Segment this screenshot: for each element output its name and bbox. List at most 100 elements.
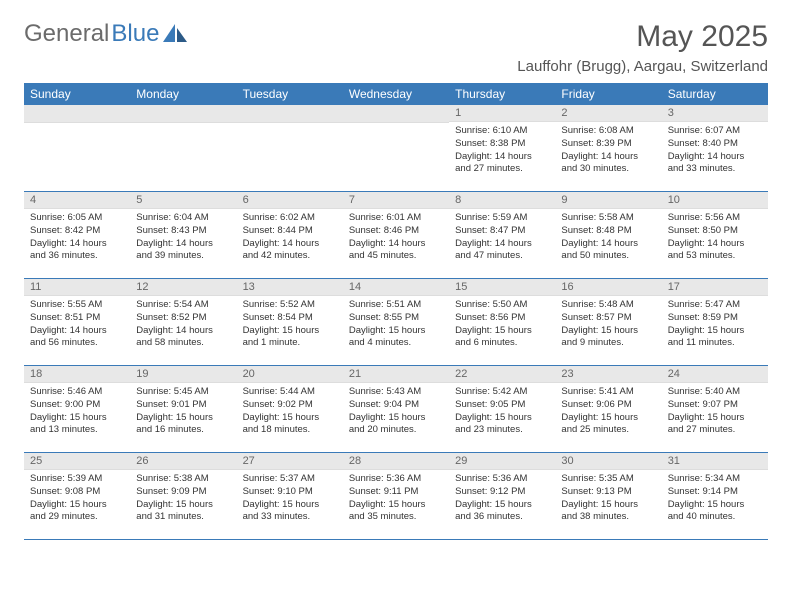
day-content: Sunrise: 5:38 AMSunset: 9:09 PMDaylight:… — [130, 470, 236, 528]
day-content: Sunrise: 5:46 AMSunset: 9:00 PMDaylight:… — [24, 383, 130, 441]
calendar-day-cell: 19Sunrise: 5:45 AMSunset: 9:01 PMDayligh… — [130, 366, 236, 453]
day-number: 29 — [449, 453, 555, 470]
day-number: 19 — [130, 366, 236, 383]
day-content: Sunrise: 5:52 AMSunset: 8:54 PMDaylight:… — [237, 296, 343, 354]
header: GeneralBlue May 2025 Lauffohr (Brugg), A… — [24, 20, 768, 75]
day-content: Sunrise: 5:40 AMSunset: 9:07 PMDaylight:… — [662, 383, 768, 441]
day-number — [343, 105, 449, 123]
calendar-day-cell: 10Sunrise: 5:56 AMSunset: 8:50 PMDayligh… — [662, 192, 768, 279]
day-number — [24, 105, 130, 123]
day-number: 21 — [343, 366, 449, 383]
calendar-day-cell: 13Sunrise: 5:52 AMSunset: 8:54 PMDayligh… — [237, 279, 343, 366]
day-number: 11 — [24, 279, 130, 296]
day-number: 7 — [343, 192, 449, 209]
day-content: Sunrise: 5:55 AMSunset: 8:51 PMDaylight:… — [24, 296, 130, 354]
day-number: 5 — [130, 192, 236, 209]
day-content: Sunrise: 5:47 AMSunset: 8:59 PMDaylight:… — [662, 296, 768, 354]
logo-text-gray: General — [24, 20, 109, 48]
calendar-week-row: 4Sunrise: 6:05 AMSunset: 8:42 PMDaylight… — [24, 192, 768, 279]
day-number: 8 — [449, 192, 555, 209]
calendar-header-row: SundayMondayTuesdayWednesdayThursdayFrid… — [24, 83, 768, 105]
day-number: 22 — [449, 366, 555, 383]
day-number: 24 — [662, 366, 768, 383]
day-number: 3 — [662, 105, 768, 122]
calendar-day-cell: 2Sunrise: 6:08 AMSunset: 8:39 PMDaylight… — [555, 105, 661, 192]
calendar-day-cell — [343, 105, 449, 192]
day-number: 17 — [662, 279, 768, 296]
calendar-day-cell: 26Sunrise: 5:38 AMSunset: 9:09 PMDayligh… — [130, 453, 236, 540]
day-number: 13 — [237, 279, 343, 296]
day-header: Monday — [130, 83, 236, 105]
calendar-day-cell: 23Sunrise: 5:41 AMSunset: 9:06 PMDayligh… — [555, 366, 661, 453]
day-number: 14 — [343, 279, 449, 296]
day-content: Sunrise: 5:34 AMSunset: 9:14 PMDaylight:… — [662, 470, 768, 528]
location: Lauffohr (Brugg), Aargau, Switzerland — [517, 58, 768, 75]
day-number: 9 — [555, 192, 661, 209]
calendar-week-row: 25Sunrise: 5:39 AMSunset: 9:08 PMDayligh… — [24, 453, 768, 540]
day-content: Sunrise: 5:43 AMSunset: 9:04 PMDaylight:… — [343, 383, 449, 441]
calendar-day-cell: 11Sunrise: 5:55 AMSunset: 8:51 PMDayligh… — [24, 279, 130, 366]
calendar-day-cell: 1Sunrise: 6:10 AMSunset: 8:38 PMDaylight… — [449, 105, 555, 192]
day-header: Thursday — [449, 83, 555, 105]
day-number: 26 — [130, 453, 236, 470]
day-number — [237, 105, 343, 123]
calendar-day-cell: 24Sunrise: 5:40 AMSunset: 9:07 PMDayligh… — [662, 366, 768, 453]
day-number: 10 — [662, 192, 768, 209]
calendar-day-cell: 3Sunrise: 6:07 AMSunset: 8:40 PMDaylight… — [662, 105, 768, 192]
day-number: 27 — [237, 453, 343, 470]
calendar-day-cell: 9Sunrise: 5:58 AMSunset: 8:48 PMDaylight… — [555, 192, 661, 279]
day-number: 31 — [662, 453, 768, 470]
calendar-day-cell: 4Sunrise: 6:05 AMSunset: 8:42 PMDaylight… — [24, 192, 130, 279]
day-number: 18 — [24, 366, 130, 383]
day-content: Sunrise: 5:36 AMSunset: 9:12 PMDaylight:… — [449, 470, 555, 528]
day-content: Sunrise: 5:37 AMSunset: 9:10 PMDaylight:… — [237, 470, 343, 528]
calendar-day-cell: 14Sunrise: 5:51 AMSunset: 8:55 PMDayligh… — [343, 279, 449, 366]
day-number: 15 — [449, 279, 555, 296]
calendar-day-cell: 28Sunrise: 5:36 AMSunset: 9:11 PMDayligh… — [343, 453, 449, 540]
calendar-week-row: 11Sunrise: 5:55 AMSunset: 8:51 PMDayligh… — [24, 279, 768, 366]
day-content: Sunrise: 5:45 AMSunset: 9:01 PMDaylight:… — [130, 383, 236, 441]
day-content: Sunrise: 6:01 AMSunset: 8:46 PMDaylight:… — [343, 209, 449, 267]
calendar-day-cell: 22Sunrise: 5:42 AMSunset: 9:05 PMDayligh… — [449, 366, 555, 453]
month-title: May 2025 — [517, 20, 768, 54]
day-content: Sunrise: 6:05 AMSunset: 8:42 PMDaylight:… — [24, 209, 130, 267]
day-number: 1 — [449, 105, 555, 122]
calendar-day-cell: 17Sunrise: 5:47 AMSunset: 8:59 PMDayligh… — [662, 279, 768, 366]
day-content: Sunrise: 5:36 AMSunset: 9:11 PMDaylight:… — [343, 470, 449, 528]
day-content: Sunrise: 5:42 AMSunset: 9:05 PMDaylight:… — [449, 383, 555, 441]
calendar-day-cell: 5Sunrise: 6:04 AMSunset: 8:43 PMDaylight… — [130, 192, 236, 279]
day-content: Sunrise: 5:58 AMSunset: 8:48 PMDaylight:… — [555, 209, 661, 267]
day-content: Sunrise: 5:54 AMSunset: 8:52 PMDaylight:… — [130, 296, 236, 354]
logo-sail-icon — [163, 24, 189, 44]
day-number: 6 — [237, 192, 343, 209]
calendar-day-cell: 21Sunrise: 5:43 AMSunset: 9:04 PMDayligh… — [343, 366, 449, 453]
calendar-day-cell: 25Sunrise: 5:39 AMSunset: 9:08 PMDayligh… — [24, 453, 130, 540]
calendar-week-row: 18Sunrise: 5:46 AMSunset: 9:00 PMDayligh… — [24, 366, 768, 453]
day-header: Saturday — [662, 83, 768, 105]
day-number: 25 — [24, 453, 130, 470]
calendar-day-cell: 15Sunrise: 5:50 AMSunset: 8:56 PMDayligh… — [449, 279, 555, 366]
day-header: Tuesday — [237, 83, 343, 105]
calendar-day-cell: 29Sunrise: 5:36 AMSunset: 9:12 PMDayligh… — [449, 453, 555, 540]
calendar-day-cell — [237, 105, 343, 192]
calendar-week-row: 1Sunrise: 6:10 AMSunset: 8:38 PMDaylight… — [24, 105, 768, 192]
day-content: Sunrise: 5:39 AMSunset: 9:08 PMDaylight:… — [24, 470, 130, 528]
calendar-day-cell: 30Sunrise: 5:35 AMSunset: 9:13 PMDayligh… — [555, 453, 661, 540]
day-number: 2 — [555, 105, 661, 122]
calendar-day-cell: 12Sunrise: 5:54 AMSunset: 8:52 PMDayligh… — [130, 279, 236, 366]
day-header: Friday — [555, 83, 661, 105]
calendar-day-cell: 16Sunrise: 5:48 AMSunset: 8:57 PMDayligh… — [555, 279, 661, 366]
calendar-day-cell: 20Sunrise: 5:44 AMSunset: 9:02 PMDayligh… — [237, 366, 343, 453]
day-content: Sunrise: 5:44 AMSunset: 9:02 PMDaylight:… — [237, 383, 343, 441]
day-number: 12 — [130, 279, 236, 296]
day-content: Sunrise: 5:59 AMSunset: 8:47 PMDaylight:… — [449, 209, 555, 267]
day-content: Sunrise: 5:50 AMSunset: 8:56 PMDaylight:… — [449, 296, 555, 354]
day-number: 30 — [555, 453, 661, 470]
day-number: 28 — [343, 453, 449, 470]
calendar-day-cell: 7Sunrise: 6:01 AMSunset: 8:46 PMDaylight… — [343, 192, 449, 279]
day-content: Sunrise: 5:41 AMSunset: 9:06 PMDaylight:… — [555, 383, 661, 441]
day-content: Sunrise: 6:04 AMSunset: 8:43 PMDaylight:… — [130, 209, 236, 267]
day-header: Wednesday — [343, 83, 449, 105]
day-content: Sunrise: 6:02 AMSunset: 8:44 PMDaylight:… — [237, 209, 343, 267]
calendar-day-cell: 8Sunrise: 5:59 AMSunset: 8:47 PMDaylight… — [449, 192, 555, 279]
